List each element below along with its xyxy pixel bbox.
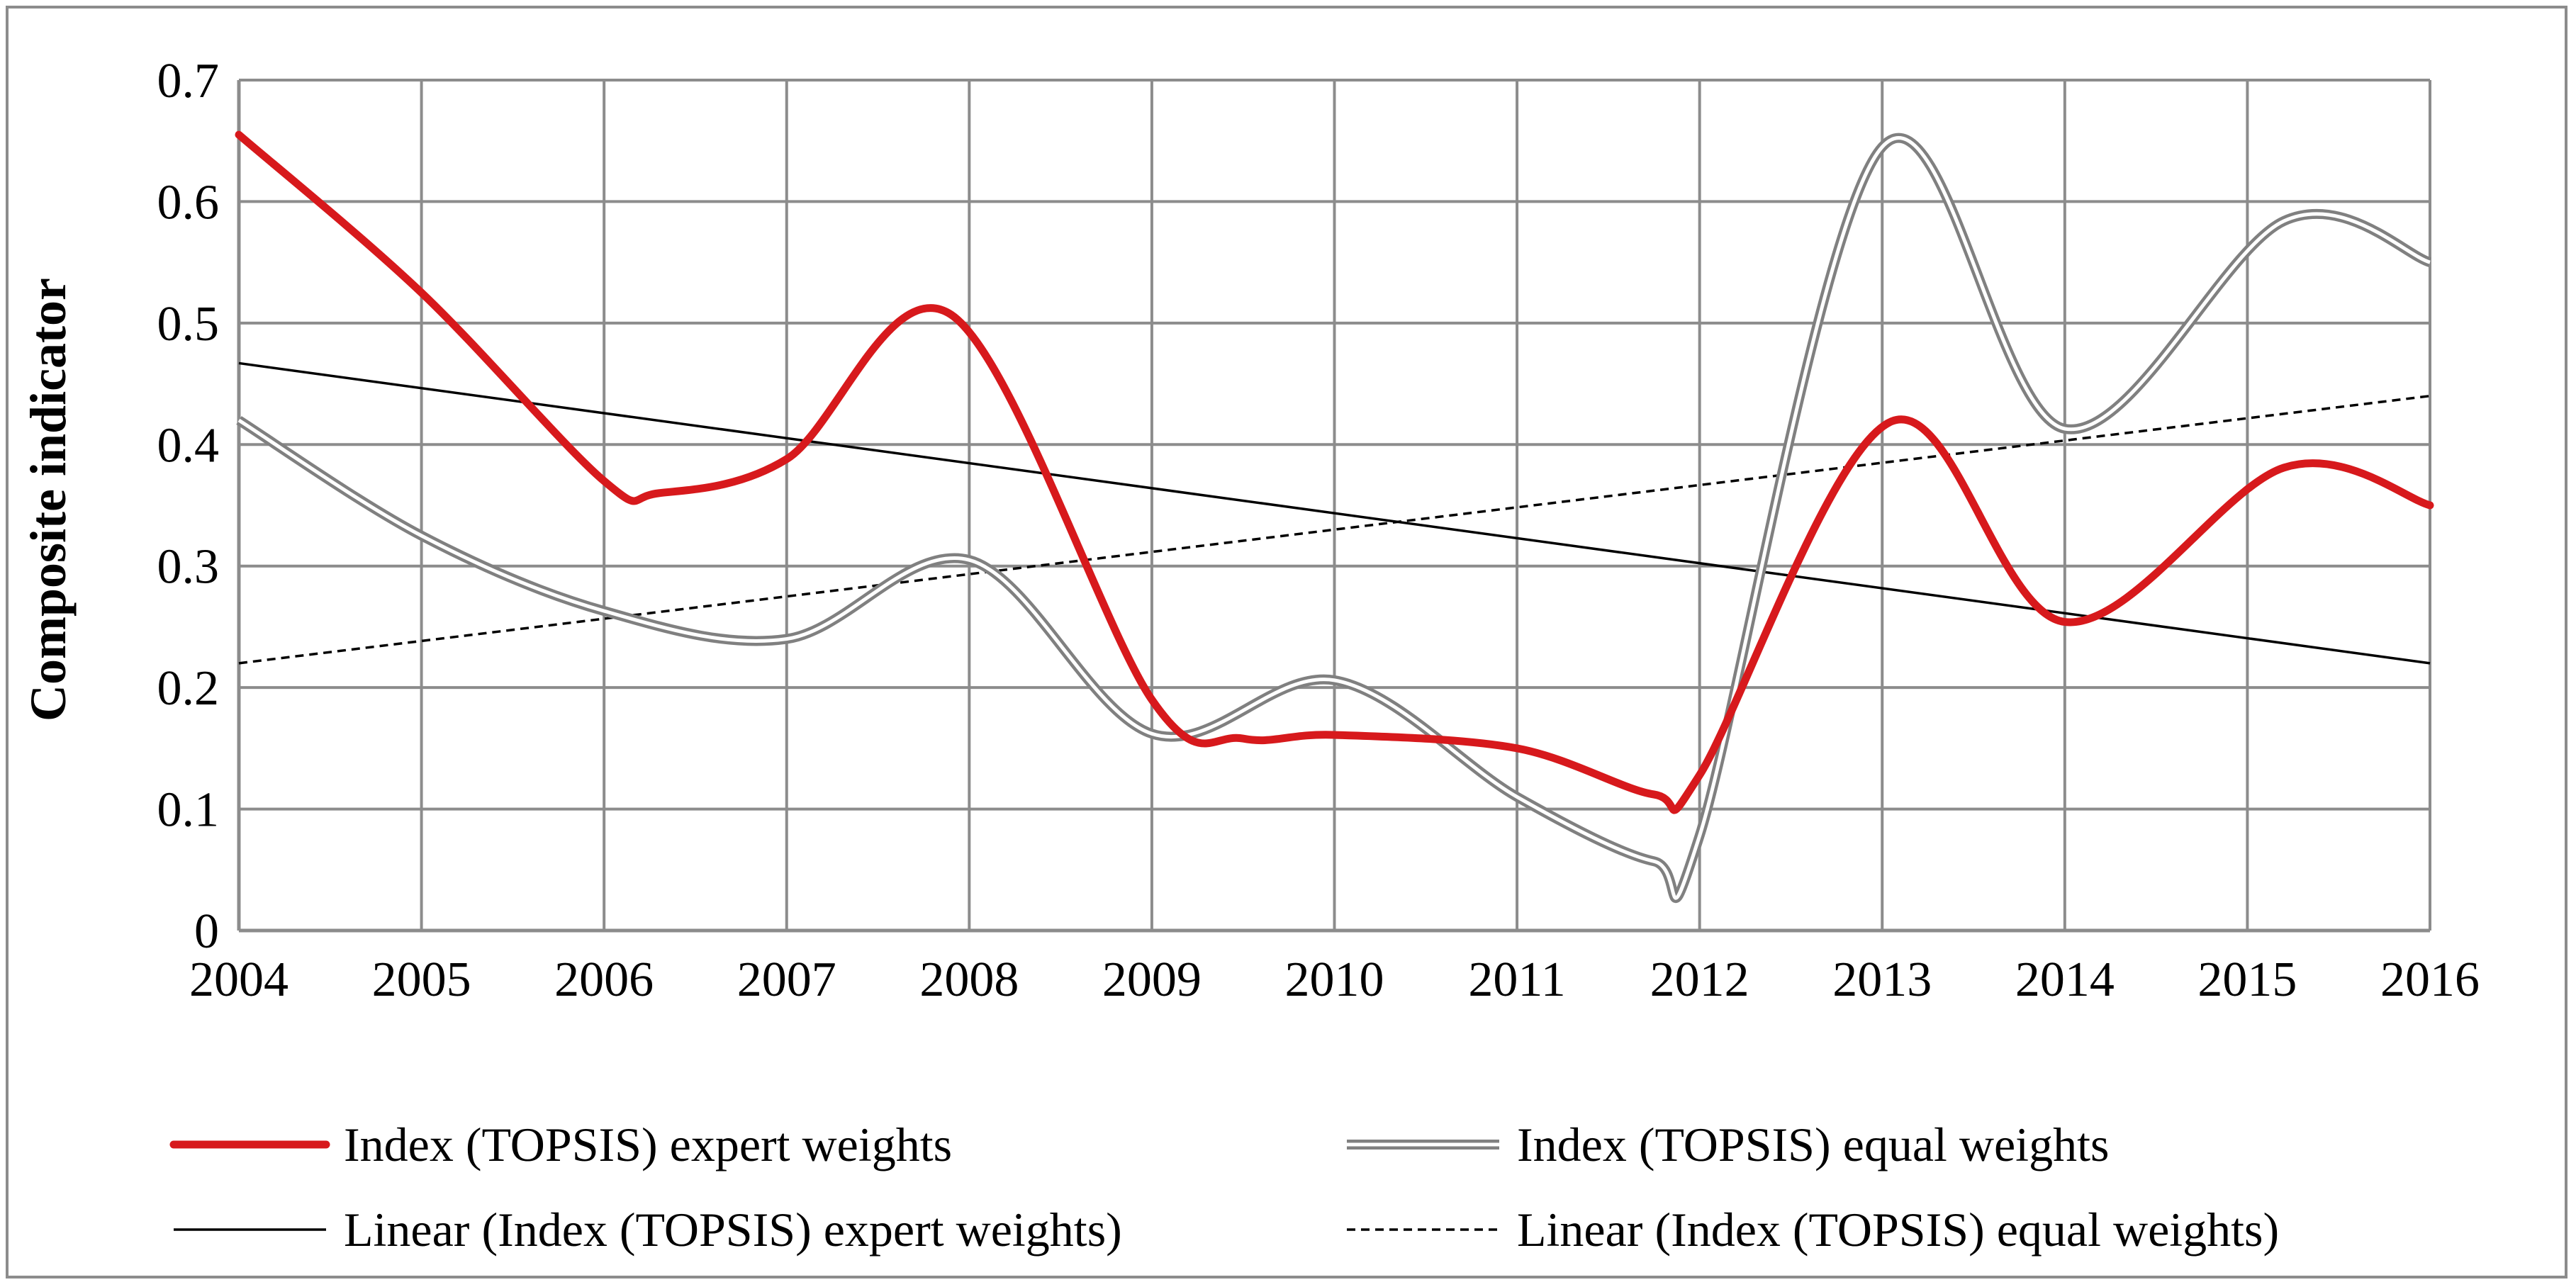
y-tick-label: 0.2 [157,661,220,716]
y-tick-label: 0.4 [157,418,220,473]
series-linear-index-topsis-expert-weights [238,361,2431,665]
x-tick-label: 2013 [1832,952,1932,1007]
y-tick-label: 0 [194,904,219,959]
y-axis-title: Composite indicator [20,278,77,721]
y-tick-label: 0.6 [157,175,220,230]
series-index-topsis-expert-weights [235,130,2434,814]
legend-item: Index (TOPSIS) expert weights [169,1118,952,1171]
y-tick-label: 0.3 [157,540,220,595]
grid [237,79,2431,932]
x-tick-label: 2010 [1285,952,1384,1007]
chart-frame [6,6,2567,1278]
legend: Index (TOPSIS) expert weights Index (TOPS… [169,1118,2279,1257]
series-index-topsis-equal-weights [236,133,2432,904]
y-tick-label: 0.1 [157,783,220,838]
legend-item: Linear (Index (TOPSIS) expert weights) [174,1203,1122,1257]
x-tick-label: 2011 [1468,952,1565,1007]
x-tick-label: 2006 [554,952,654,1007]
series-line [238,361,2431,665]
series-line [235,130,2434,814]
x-tick-label: 2014 [2015,952,2115,1007]
x-tick-label: 2012 [1650,952,1749,1007]
x-tick-label: 2016 [2380,952,2480,1007]
legend-label: Index (TOPSIS) equal weights [1517,1118,2109,1171]
legend-label: Index (TOPSIS) expert weights [344,1118,952,1171]
legend-item: Index (TOPSIS) equal weights [1347,1118,2109,1171]
legend-label: Linear (Index (TOPSIS) equal weights) [1517,1203,2279,1257]
y-tick-label: 0.5 [157,297,220,352]
x-tick-label: 2007 [737,952,836,1007]
series-lines [235,130,2434,904]
series-line-inner [237,136,2431,900]
axes: 0 0.1 0.2 0.3 0.4 0.5 0.6 0.7 2004 2005 2006 2007 20… [157,54,2480,1007]
x-tick-label: 2005 [372,952,471,1007]
x-tick-label: 2008 [919,952,1019,1007]
x-tick-label: 2004 [189,952,289,1007]
legend-item: Linear (Index (TOPSIS) equal weights) [1347,1203,2279,1257]
y-tick-label: 0.7 [157,54,220,108]
x-tick-label: 2015 [2197,952,2297,1007]
x-tick-label: 2009 [1102,952,1202,1007]
legend-label: Linear (Index (TOPSIS) expert weights) [344,1203,1122,1257]
